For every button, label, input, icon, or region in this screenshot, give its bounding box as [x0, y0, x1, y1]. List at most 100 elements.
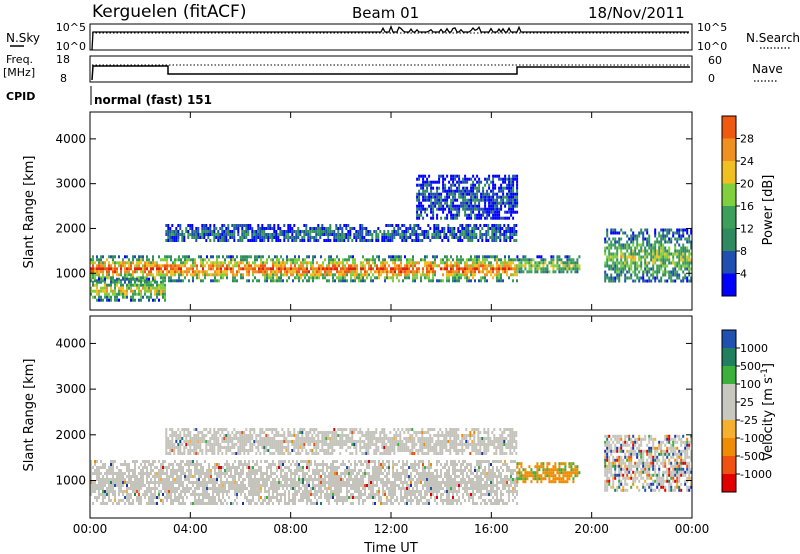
scatter-cell — [560, 270, 563, 274]
scatter-cell — [343, 233, 346, 236]
scatter-cell — [134, 475, 136, 478]
scatter-cell — [261, 239, 264, 242]
scatter-cell — [346, 490, 348, 493]
scatter-cell — [486, 180, 489, 184]
scatter-cell — [263, 236, 266, 239]
scatter-cell — [496, 270, 498, 274]
scatter-cell — [574, 261, 577, 265]
scatter-cell — [512, 273, 514, 277]
scatter-cell — [491, 236, 494, 239]
scatter-cell — [243, 236, 246, 239]
scatter-cell — [270, 469, 272, 472]
scatter-cell — [490, 264, 492, 268]
scatter-cell — [290, 487, 292, 490]
scatter-cell — [456, 270, 458, 274]
scatter-cell — [252, 261, 254, 265]
scatter-cell — [648, 240, 651, 244]
scatter-cell — [258, 267, 260, 271]
scatter-cell — [252, 469, 254, 472]
scatter-cell — [642, 255, 645, 259]
scatter-cell — [403, 230, 406, 233]
scatter-cell — [632, 255, 635, 259]
scatter-cell — [120, 472, 122, 475]
scatter-cell — [304, 267, 306, 271]
scatter-cell — [480, 276, 482, 280]
scatter-cell — [170, 493, 172, 496]
scatter-cell — [626, 243, 629, 247]
scatter-cell — [263, 230, 266, 233]
scatter-cell — [434, 204, 437, 208]
scatter-cell — [686, 267, 689, 271]
scatter-cell — [136, 283, 138, 287]
scatter-cell — [432, 204, 435, 208]
scatter-cell — [94, 472, 96, 475]
scatter-cell — [305, 227, 308, 230]
scatter-cell — [110, 295, 112, 299]
scatter-cell — [190, 481, 192, 484]
scatter-cell — [366, 484, 368, 487]
scatter-cell — [678, 228, 681, 232]
scatter-cell — [267, 236, 270, 239]
scatter-cell — [248, 475, 250, 478]
scatter-cell — [616, 240, 619, 244]
scatter-cell — [674, 237, 677, 241]
scatter-cell — [190, 267, 192, 271]
scatter-cell — [378, 258, 380, 262]
scatter-cell — [614, 279, 617, 283]
scatter-cell — [450, 183, 453, 187]
scatter-cell — [448, 264, 450, 268]
scatter-cell — [348, 267, 350, 271]
scatter-cell — [112, 460, 114, 463]
scatter-cell — [288, 276, 290, 280]
scatter-cell — [652, 264, 655, 268]
scatter-cell — [610, 246, 613, 250]
scatter-cell — [648, 246, 651, 250]
scatter-cell — [354, 261, 356, 265]
scatter-cell — [680, 228, 683, 232]
scatter-cell — [296, 481, 298, 484]
scatter-cell — [168, 481, 170, 484]
scatter-cell — [98, 298, 100, 302]
scatter-cell — [616, 258, 619, 262]
scatter-cell — [452, 264, 454, 268]
scatter-cell — [654, 228, 657, 232]
scatter-cell — [112, 484, 114, 487]
scatter-cell — [474, 279, 476, 283]
scatter-cell — [148, 499, 150, 502]
scatter-cell — [463, 233, 466, 236]
scatter-cell — [664, 255, 667, 259]
scatter-cell — [568, 255, 571, 259]
scatter-cell — [253, 236, 256, 239]
scatter-cell — [442, 180, 445, 184]
scatter-cell — [646, 270, 649, 274]
scatter-cell — [252, 267, 254, 271]
scatter-cell — [456, 186, 459, 190]
scatter-cell — [276, 267, 278, 271]
scatter-cell — [268, 475, 270, 478]
scatter-cell — [315, 236, 318, 239]
scatter-cell — [630, 252, 633, 256]
scatter-cell — [241, 239, 244, 242]
scatter-cell — [409, 236, 412, 239]
scatter-cell — [213, 224, 216, 227]
scatter-cell — [256, 472, 258, 475]
scatter-cell — [674, 267, 677, 271]
scatter-cell — [472, 174, 475, 178]
scatter-cell — [372, 273, 374, 277]
scatter-cell — [522, 258, 525, 262]
scatter-cell — [386, 478, 388, 481]
scatter-cell — [318, 475, 320, 478]
scatter-cell — [213, 227, 216, 230]
scatter-cell — [265, 236, 268, 239]
scatter-cell — [242, 267, 244, 271]
scatter-cell — [358, 502, 360, 505]
scatter-cell — [446, 273, 448, 277]
scatter-cell — [494, 273, 496, 277]
scatter-cell — [334, 481, 336, 484]
scatter-cell — [614, 261, 617, 265]
scatter-cell — [384, 502, 386, 505]
scatter-cell — [505, 230, 508, 233]
scatter-cell — [146, 280, 148, 284]
scatter-cell — [274, 478, 276, 481]
scatter-cell — [369, 239, 372, 242]
